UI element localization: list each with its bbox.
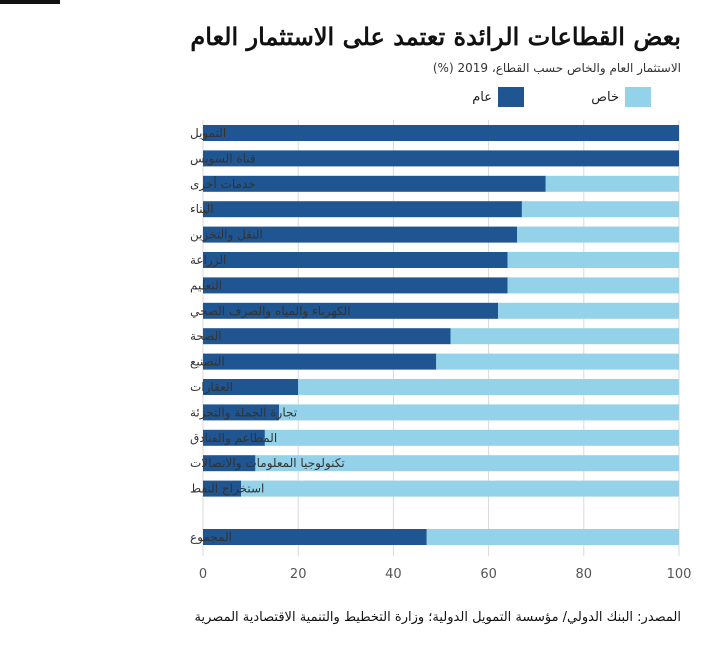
- category-label-8: الصحة: [190, 329, 222, 343]
- category-label-12: المطاعم والفنادق: [190, 431, 277, 446]
- bar-private-12: [264, 429, 679, 446]
- legend-swatch-private: [625, 87, 651, 107]
- bar-public-15: [203, 529, 427, 545]
- legend-label-public: عام: [472, 89, 492, 105]
- bar-public-5: [203, 252, 508, 268]
- legend-label-private: خاص: [591, 89, 619, 105]
- category-label-11: تجارة الجملة والتجزئة: [190, 405, 297, 420]
- bar-public-9: [203, 353, 437, 370]
- source-note: المصدر: البنك الدولي/ مؤسسة التمويل الدو…: [194, 610, 681, 625]
- bar-public-14: [203, 480, 242, 497]
- bar-private-5: [507, 252, 679, 268]
- x-tick-label-20: 20: [290, 567, 307, 582]
- bar-public-3: [203, 201, 522, 218]
- bar-public-4: [203, 226, 518, 243]
- bar-public-11: [203, 404, 280, 421]
- x-tick-label-100: 100: [667, 567, 692, 582]
- bar-private-8: [450, 328, 679, 345]
- bar-private-9: [436, 353, 679, 370]
- bar-private-7: [498, 302, 679, 319]
- bar-private-6: [507, 277, 679, 294]
- bar-chart: 0 20 40 60 80 100 التمويل قناة السويس خدمات أخرى…: [190, 120, 692, 582]
- category-label-2: خدمات أخرى: [190, 176, 256, 192]
- category-label-5: الزراعة: [190, 253, 226, 268]
- bar-public-12: [203, 429, 265, 446]
- bar-private-13: [255, 455, 680, 472]
- bar-public-8: [203, 328, 451, 345]
- bar-public-1: [203, 150, 679, 167]
- bar-public-6: [203, 277, 508, 294]
- category-label-10: العقارات: [190, 380, 233, 395]
- bar-public-7: [203, 302, 499, 319]
- top-accent-bar: [0, 0, 60, 4]
- chart-title: بعض القطاعات الرائدة تعتمد على الاستثمار…: [190, 22, 681, 51]
- category-label-13: تكنولوجيا المعلومات والاتصالات: [190, 456, 345, 471]
- bar-private-2: [545, 175, 679, 192]
- category-label-15: المجموع: [190, 530, 232, 545]
- bar-public-0: [203, 125, 679, 141]
- bar-public-10: [203, 379, 299, 395]
- category-label-6: التعليم: [190, 278, 222, 292]
- bar-public-13: [203, 455, 256, 472]
- bar-private-10: [298, 379, 679, 395]
- category-label-14: استخراج النفط: [190, 482, 264, 497]
- category-label-0: التمويل: [190, 126, 226, 141]
- chart-subtitle: الاستثمار العام والخاص حسب القطاع، 2019 …: [432, 61, 681, 75]
- category-label-9: التصنيع: [190, 355, 225, 369]
- x-tick-label-60: 60: [480, 567, 497, 582]
- bar-private-3: [521, 201, 679, 218]
- legend-item-private: خاص: [591, 86, 651, 108]
- category-label-1: قناة السويس: [190, 151, 256, 166]
- x-tick-label-0: 0: [199, 567, 207, 582]
- legend-swatch-public: [498, 87, 524, 107]
- category-label-4: النقل والتخزين: [190, 228, 263, 243]
- bar-private-14: [241, 480, 679, 497]
- category-label-3: البناء: [190, 202, 214, 216]
- x-tick-label-40: 40: [385, 567, 402, 582]
- bar-public-2: [203, 175, 546, 192]
- bar-private-15: [426, 529, 679, 545]
- x-tick-label-80: 80: [576, 567, 593, 582]
- legend-item-public: عام: [472, 86, 524, 108]
- bar-private-4: [517, 226, 679, 243]
- category-label-7: الكهرباء والمياه والصرف الصحي: [190, 304, 351, 319]
- bar-private-11: [279, 404, 679, 421]
